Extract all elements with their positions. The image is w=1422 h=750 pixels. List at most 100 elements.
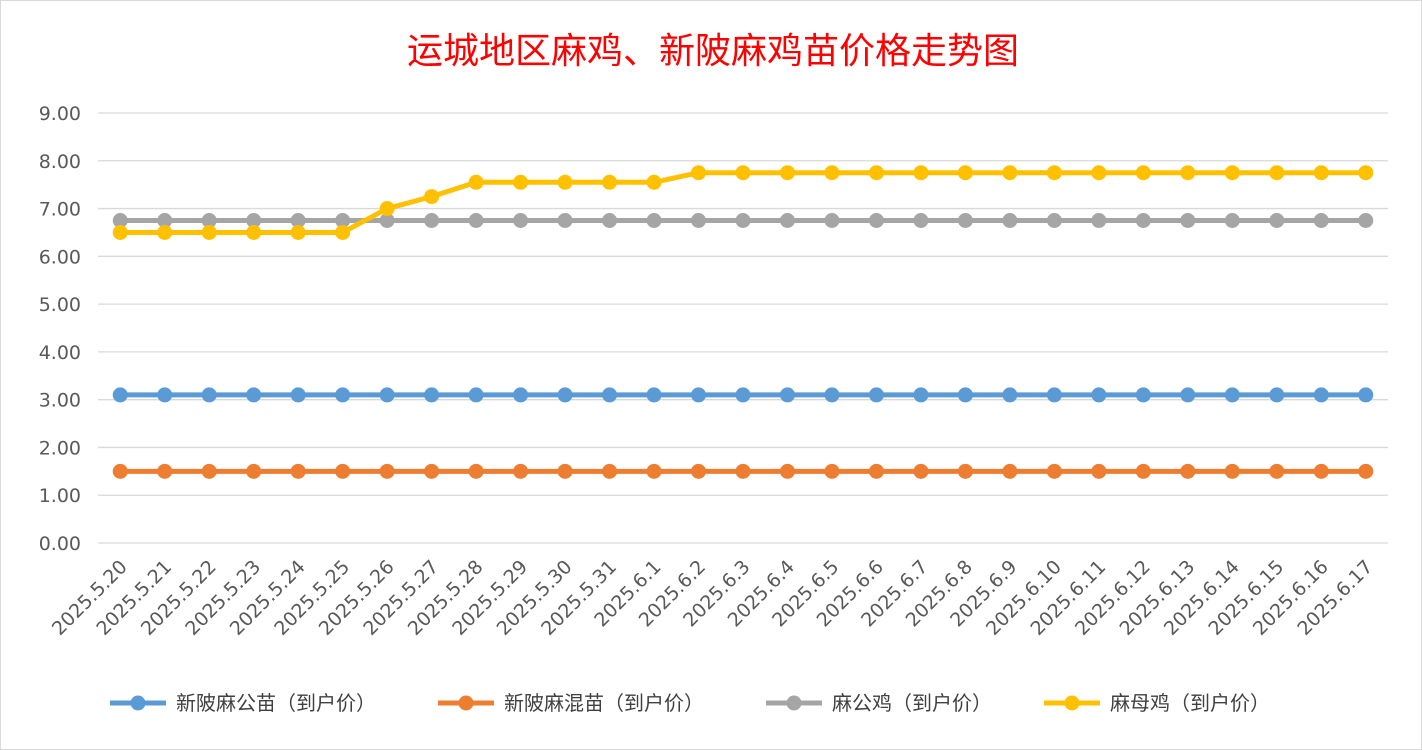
data-point bbox=[913, 387, 929, 403]
y-tick-label: 6.00 bbox=[39, 246, 81, 268]
data-point bbox=[246, 463, 262, 479]
data-point bbox=[1135, 463, 1151, 479]
data-point bbox=[513, 213, 529, 228]
data-point bbox=[379, 387, 395, 403]
chart-title: 运城地区麻鸡、新陂麻鸡苗价格走势图 bbox=[407, 31, 1019, 72]
data-point bbox=[1180, 165, 1196, 181]
legend-item: 新陂麻混苗（到户价） bbox=[438, 691, 704, 715]
data-point bbox=[646, 463, 662, 479]
data-point bbox=[824, 165, 840, 181]
y-tick-label: 0.00 bbox=[39, 533, 81, 555]
series-lines bbox=[112, 165, 1374, 479]
series-3 bbox=[112, 165, 1374, 240]
data-point bbox=[1135, 213, 1151, 228]
data-point bbox=[1269, 213, 1285, 228]
data-point bbox=[646, 174, 662, 190]
series-2 bbox=[112, 213, 1374, 228]
data-point bbox=[602, 174, 618, 190]
y-tick-label: 4.00 bbox=[39, 342, 81, 364]
data-point bbox=[290, 224, 306, 240]
data-point bbox=[957, 213, 973, 228]
data-point bbox=[201, 387, 217, 403]
data-point bbox=[157, 463, 173, 479]
data-point bbox=[1046, 463, 1062, 479]
data-point bbox=[201, 213, 217, 228]
gridlines bbox=[98, 112, 1388, 544]
data-point bbox=[735, 463, 751, 479]
data-point bbox=[557, 213, 573, 228]
data-point bbox=[913, 165, 929, 181]
data-point bbox=[468, 174, 484, 190]
data-point bbox=[1180, 213, 1196, 228]
data-point bbox=[424, 387, 440, 403]
data-point bbox=[1046, 387, 1062, 403]
data-point bbox=[735, 165, 751, 181]
data-point bbox=[779, 165, 795, 181]
data-point bbox=[157, 387, 173, 403]
data-point bbox=[1358, 387, 1374, 403]
data-point bbox=[691, 387, 707, 403]
data-point bbox=[913, 463, 929, 479]
data-point bbox=[824, 387, 840, 403]
data-point bbox=[557, 387, 573, 403]
legend-label: 麻公鸡（到户价） bbox=[832, 691, 992, 715]
data-point bbox=[957, 387, 973, 403]
data-point bbox=[1091, 387, 1107, 403]
data-point bbox=[112, 463, 128, 479]
data-point bbox=[468, 387, 484, 403]
data-point bbox=[1002, 387, 1018, 403]
data-point bbox=[779, 213, 795, 228]
data-point bbox=[557, 463, 573, 479]
data-point bbox=[1313, 165, 1329, 181]
data-point bbox=[1135, 165, 1151, 181]
data-point bbox=[335, 224, 351, 240]
data-point bbox=[1358, 213, 1374, 228]
data-point bbox=[468, 463, 484, 479]
x-axis-ticks: 2025.5.202025.5.212025.5.222025.5.232025… bbox=[48, 556, 1377, 640]
y-tick-label: 9.00 bbox=[39, 103, 81, 125]
legend-marker bbox=[1064, 695, 1080, 711]
data-point bbox=[513, 387, 529, 403]
data-point bbox=[246, 224, 262, 240]
data-point bbox=[646, 387, 662, 403]
legend-item: 新陂麻公苗（到户价） bbox=[110, 691, 376, 715]
data-point bbox=[1091, 213, 1107, 228]
y-tick-label: 7.00 bbox=[39, 199, 81, 221]
data-point bbox=[1180, 387, 1196, 403]
data-point bbox=[424, 463, 440, 479]
data-point bbox=[1046, 213, 1062, 228]
data-point bbox=[379, 213, 395, 228]
data-point bbox=[824, 463, 840, 479]
data-point bbox=[335, 463, 351, 479]
data-point bbox=[1002, 463, 1018, 479]
data-point bbox=[691, 463, 707, 479]
data-point bbox=[913, 213, 929, 228]
data-point bbox=[290, 387, 306, 403]
data-point bbox=[290, 463, 306, 479]
legend: 新陂麻公苗（到户价） 新陂麻混苗（到户价） 麻公鸡（到户价） 麻母鸡（到户价） bbox=[110, 691, 1270, 715]
data-point bbox=[424, 189, 440, 205]
data-point bbox=[1224, 165, 1240, 181]
data-point bbox=[1313, 463, 1329, 479]
data-point bbox=[290, 213, 306, 228]
legend-label: 新陂麻混苗（到户价） bbox=[504, 691, 704, 715]
data-point bbox=[157, 224, 173, 240]
data-point bbox=[112, 387, 128, 403]
data-point bbox=[1180, 463, 1196, 479]
data-point bbox=[112, 213, 128, 228]
legend-label: 新陂麻公苗（到户价） bbox=[176, 691, 376, 715]
data-point bbox=[468, 213, 484, 228]
data-point bbox=[602, 387, 618, 403]
data-point bbox=[513, 463, 529, 479]
data-point bbox=[112, 224, 128, 240]
data-point bbox=[868, 387, 884, 403]
data-point bbox=[1135, 387, 1151, 403]
data-point bbox=[868, 165, 884, 181]
data-point bbox=[201, 463, 217, 479]
data-point bbox=[779, 387, 795, 403]
data-point bbox=[1269, 165, 1285, 181]
series-1 bbox=[112, 463, 1374, 479]
series-0 bbox=[112, 387, 1374, 403]
